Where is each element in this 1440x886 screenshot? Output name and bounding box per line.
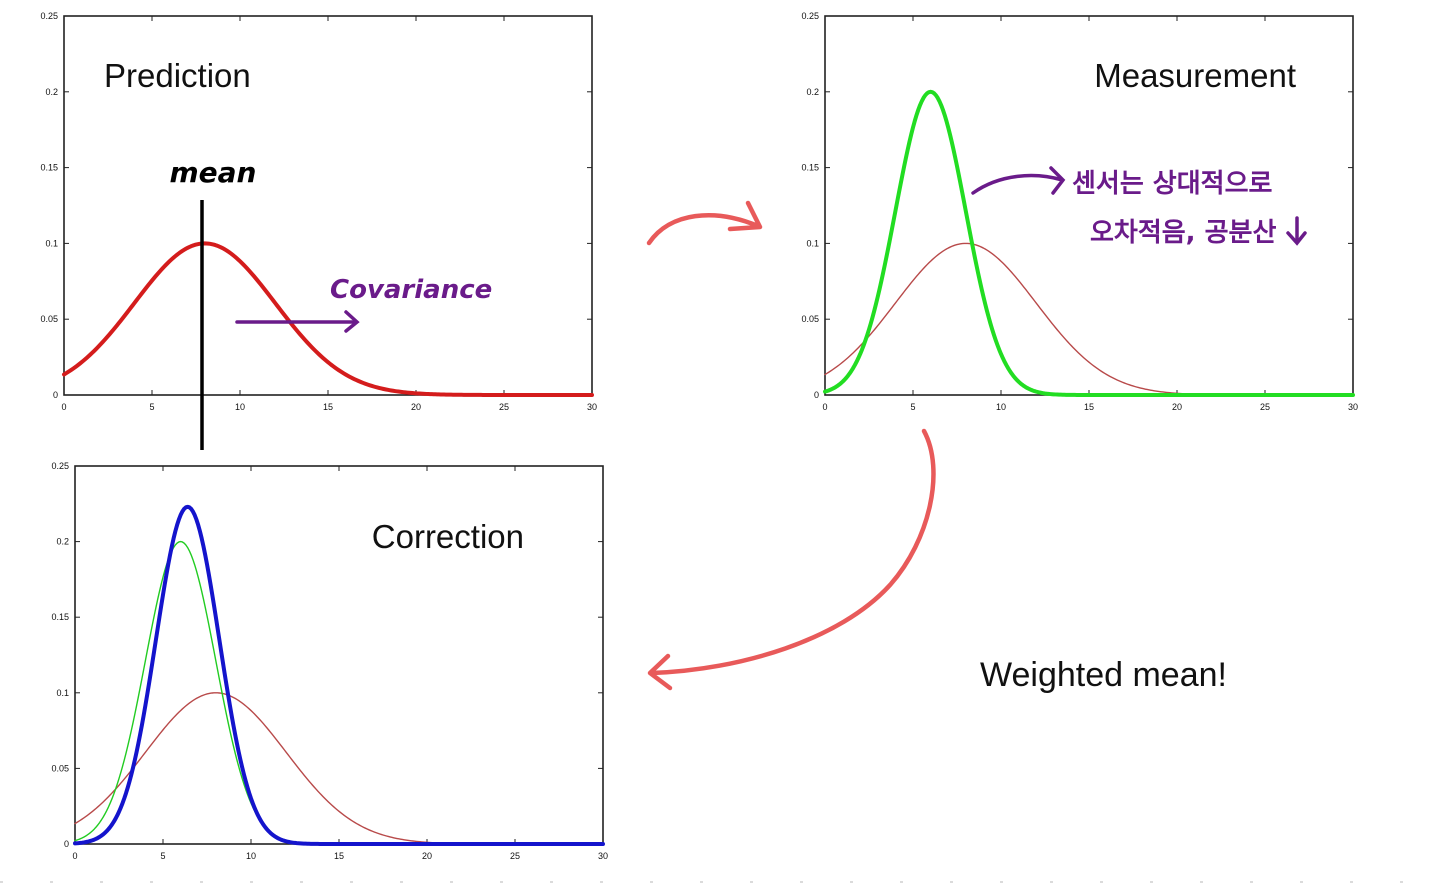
x-tick-label: 15 [1084,402,1094,412]
arrow-measurement-to-correction [647,428,936,691]
y-tick-label: 0.1 [806,238,819,248]
y-tick-label: 0 [814,390,819,400]
y-tick-label: 0.05 [801,314,819,324]
sensor-note-line2: 오차적음, 공분산 [1090,218,1276,248]
x-tick-label: 20 [1172,402,1182,412]
chart-title: Prediction [104,57,251,94]
plot-frame [74,465,604,845]
x-tick-label: 30 [598,851,608,861]
y-tick-label: 0.25 [51,461,69,471]
x-tick-label: 30 [587,402,597,412]
y-tick-label: 0.15 [801,163,819,173]
y-tick-label: 0.25 [801,11,819,21]
chart-title: Measurement [1094,57,1296,94]
x-tick-label: 5 [149,402,154,412]
x-tick-label: 25 [510,851,520,861]
plot-frame [63,15,593,396]
series-line [823,89,1355,397]
down-arrow-icon [1286,216,1307,246]
x-tick-label: 0 [61,402,66,412]
x-tick-label: 10 [246,851,256,861]
covariance-arrow [235,310,360,333]
series-line [73,504,605,846]
y-tick-label: 0.2 [45,87,58,97]
sensor-arrow [971,166,1066,195]
mean-label: mean [170,156,257,189]
y-tick-label: 0.05 [40,314,58,324]
chart-title: Correction [372,518,524,555]
x-tick-label: 10 [996,402,1006,412]
correction-chart: 0 5 10 15 20 25 30 0 0.05 0.1 0.15 0.2 0.25 Correctio… [51,461,608,861]
y-tick-label: 0.1 [45,238,58,248]
x-tick-label: 25 [1260,402,1270,412]
x-tick-label: 20 [411,402,421,412]
y-tick-label: 0.25 [40,11,58,21]
x-tick-label: 5 [160,851,165,861]
y-tick-label: 0.2 [806,87,819,97]
arrow-prediction-to-measurement [646,200,763,246]
plot-frame [824,15,1354,396]
x-tick-label: 5 [910,402,915,412]
y-tick-label: 0 [53,390,58,400]
y-tick-label: 0 [64,839,69,849]
y-tick-label: 0.1 [56,688,69,698]
x-tick-label: 20 [422,851,432,861]
covariance-label: Covariance [330,275,492,305]
y-tick-label: 0.2 [56,537,69,547]
y-tick-label: 0.05 [51,763,69,773]
weighted-mean-label: Weighted mean! [980,656,1227,694]
x-tick-label: 0 [822,402,827,412]
x-tick-label: 15 [334,851,344,861]
y-tick-label: 0.15 [40,163,58,173]
x-tick-label: 15 [323,402,333,412]
sensor-note-line1: 센서는 상대적으로 [1072,169,1272,199]
x-tick-label: 30 [1348,402,1358,412]
y-tick-label: 0.15 [51,612,69,622]
prediction-chart: 0 5 10 15 20 25 30 0 0.05 0.1 0.15 0.2 0.25 Predictio… [40,11,597,412]
x-tick-label: 0 [72,851,77,861]
x-tick-label: 10 [235,402,245,412]
x-tick-label: 25 [499,402,509,412]
series-line [62,241,594,397]
measurement-chart: 0 5 10 15 20 25 30 0 0.05 0.1 0.15 0.2 0.25 Measureme… [801,11,1358,412]
